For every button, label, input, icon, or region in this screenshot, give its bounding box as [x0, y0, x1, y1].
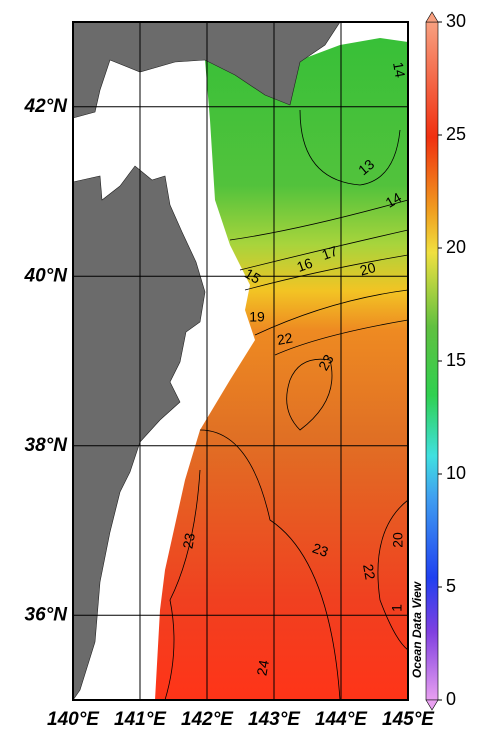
contour-line	[229, 199, 409, 241]
contour-label: 24	[253, 659, 271, 677]
colorbar-tick-label: 10	[446, 463, 466, 483]
colorbar-tick-label: 15	[446, 350, 466, 370]
colorbar-tick-label: 0	[446, 689, 456, 709]
y-tick-label: 42°N	[24, 96, 69, 117]
contour-label: 17	[320, 243, 340, 263]
contour-line	[377, 499, 409, 651]
y-tick-label: 36°N	[25, 604, 69, 625]
land	[72, 165, 206, 701]
contour-line	[239, 229, 409, 271]
contour-line	[299, 109, 401, 186]
x-tick-label: 141°E	[114, 709, 167, 730]
contour-label: 20	[390, 532, 406, 548]
contour-label: 19	[249, 309, 265, 325]
contour-line	[274, 319, 409, 356]
contour-label: 23	[310, 540, 330, 560]
contour-label: 20	[358, 259, 377, 279]
contour-label: 14	[383, 189, 405, 211]
contour-line	[286, 358, 333, 431]
contour-label: 15	[242, 265, 264, 287]
contour-label: 22	[276, 329, 294, 347]
x-tick-label: 143°E	[248, 709, 301, 730]
contour-line	[164, 469, 201, 701]
colorbar-cap	[425, 699, 439, 711]
y-tick-label: 38°N	[25, 435, 69, 456]
contours	[164, 109, 409, 701]
contour-label: 23	[179, 532, 197, 550]
contour-label: 22	[360, 563, 378, 581]
x-tick-label: 145°E	[382, 709, 435, 730]
contour-line	[254, 289, 409, 336]
colorbar-tick-label: 25	[446, 124, 466, 144]
x-tick-label: 142°E	[181, 709, 234, 730]
contour-label: 14	[390, 61, 408, 79]
contour-label: 16	[295, 255, 315, 275]
x-tick-label: 144°E	[315, 709, 368, 730]
data-field	[155, 38, 408, 700]
colorbar-tick-label: 20	[446, 237, 466, 257]
colorbar-tick-label: 5	[446, 576, 456, 596]
colorbar-tick-label: 30	[446, 11, 466, 31]
colorbar-cap	[425, 11, 439, 23]
x-tick-label: 140°E	[47, 709, 100, 730]
y-tick-label: 40°N	[24, 265, 69, 286]
colorbar	[425, 21, 439, 701]
contour-line	[244, 254, 409, 291]
watermark: Ocean Data View	[410, 581, 424, 678]
contour-label: 23	[315, 351, 337, 373]
contour-label: 1	[389, 604, 405, 612]
